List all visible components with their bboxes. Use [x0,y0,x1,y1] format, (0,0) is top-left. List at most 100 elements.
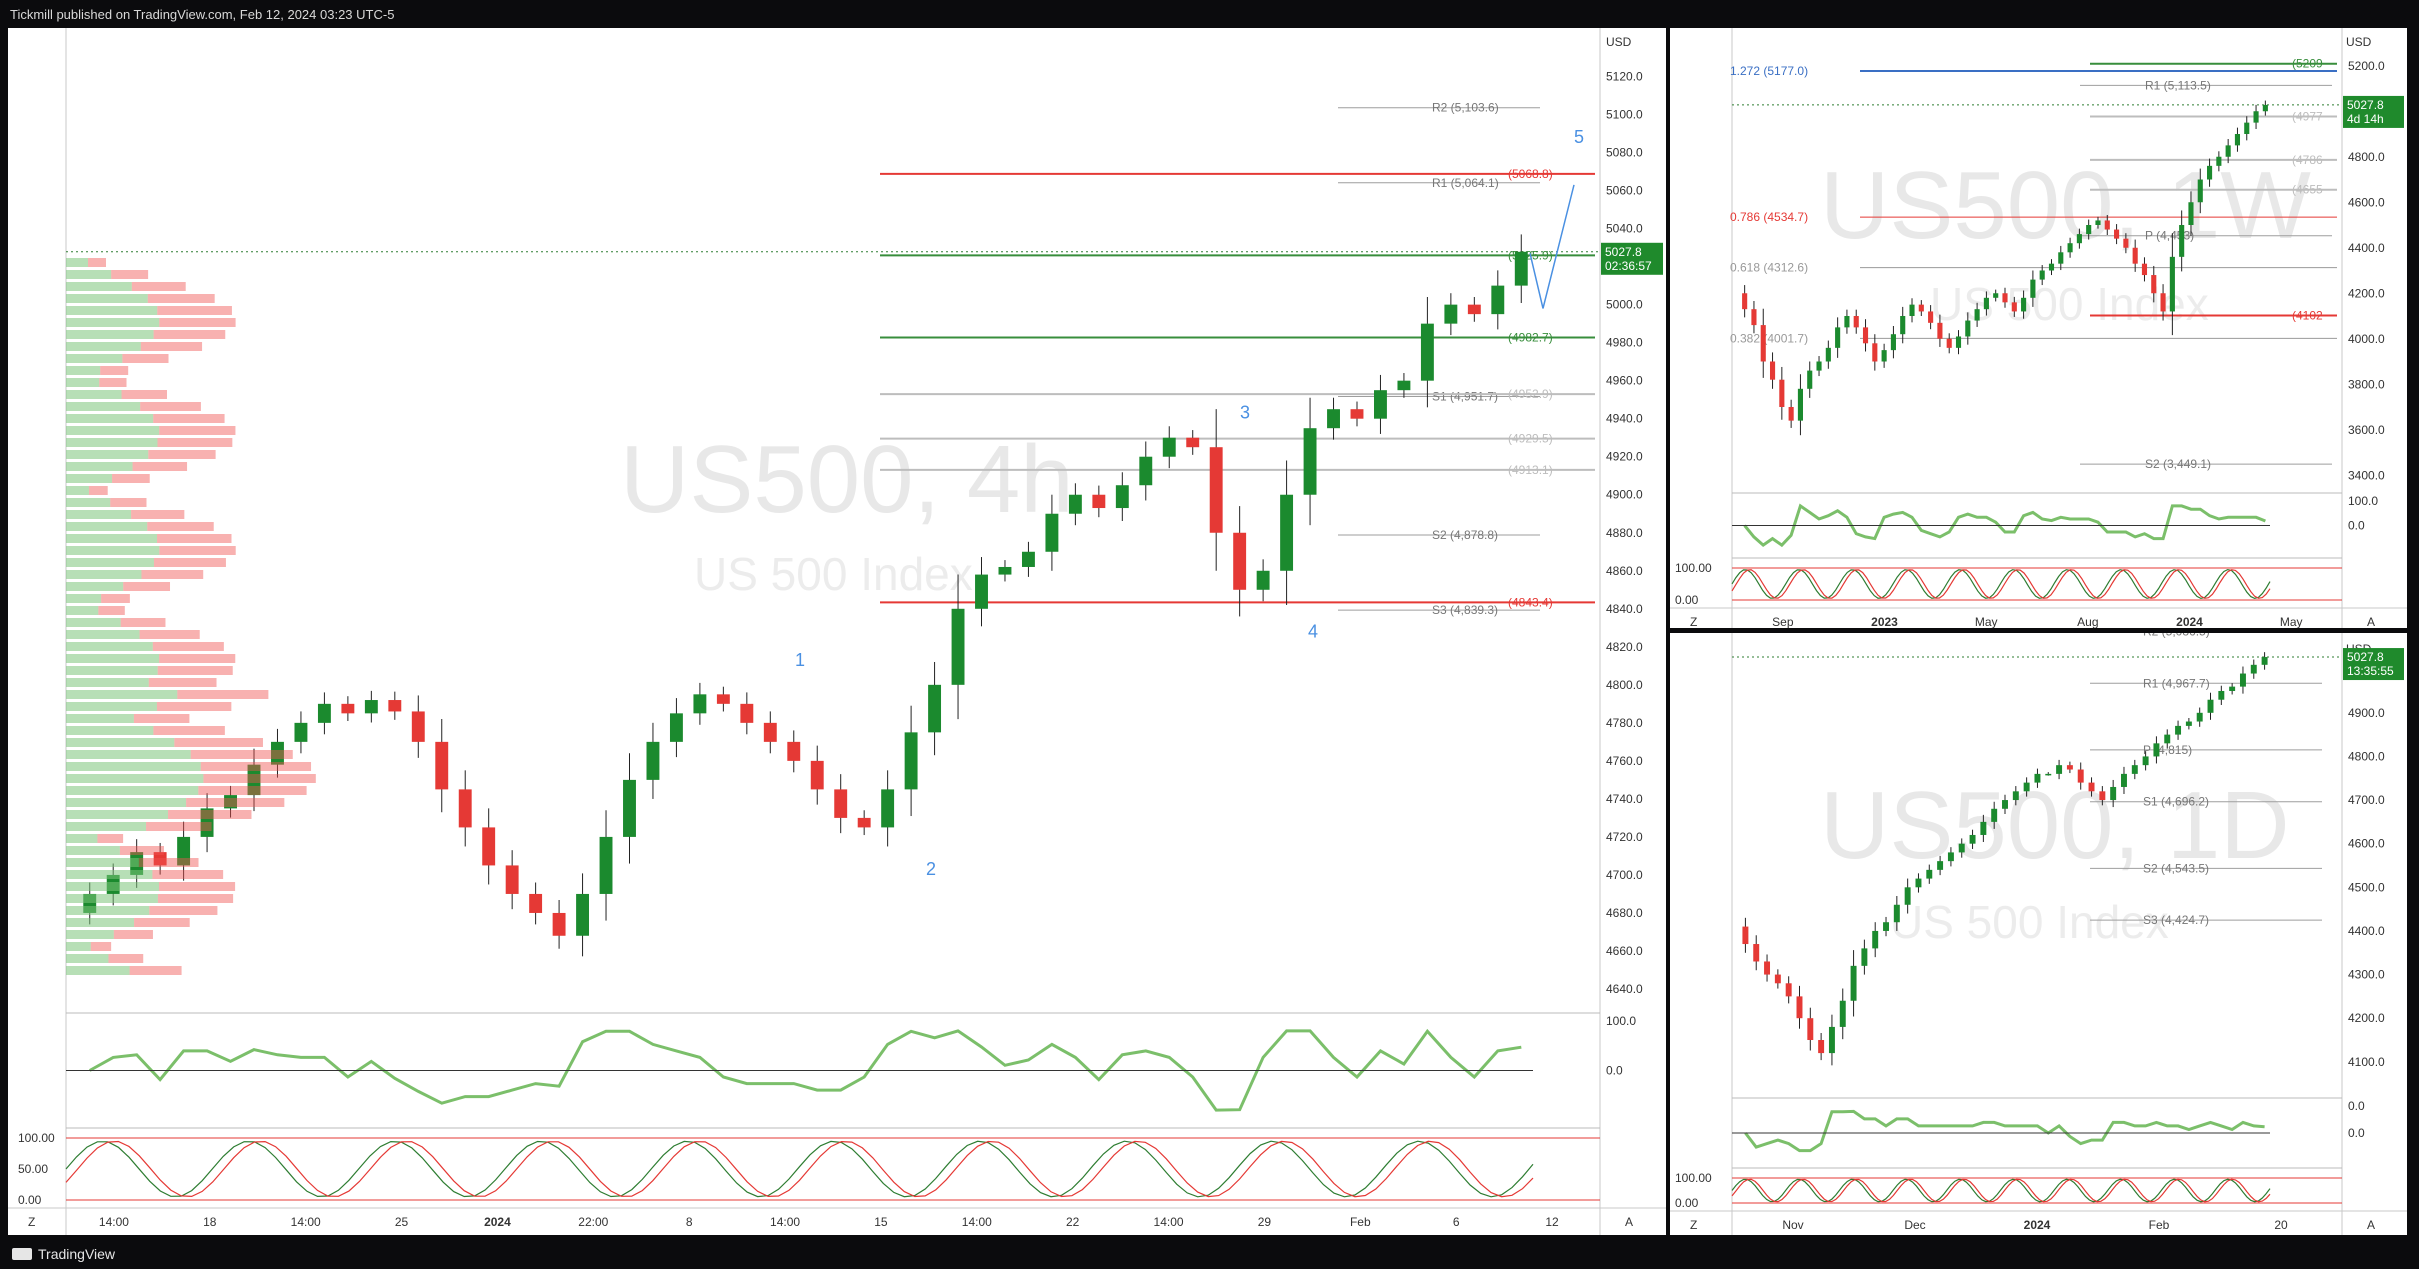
tradingview-logo[interactable]: TradingView [12,1246,115,1262]
time-axis-label: 22 [1066,1215,1080,1229]
volume-profile-bar [174,738,263,747]
price-axis-label: 4980.0 [1606,336,1643,350]
stoch-d-line [65,1140,1534,1198]
candle [2141,263,2148,276]
candle [2002,293,2008,303]
price-axis-label: 5000.0 [1606,298,1643,312]
stoch-axis-label: 50.00 [18,1162,48,1176]
volume-profile-bar [66,894,158,903]
volume-profile-bar [120,618,166,627]
volume-profile-bar [123,582,171,591]
last-price-value: 5027.8 [1605,245,1642,259]
volume-profile-bar [168,810,252,819]
time-axis-label: 29 [1258,1215,1272,1229]
candle [2207,165,2213,180]
candle [951,608,965,685]
volume-profile-bar [139,630,200,639]
zoom-button[interactable]: Z [1690,1218,1697,1232]
time-axis-label: 8 [686,1215,693,1229]
volume-profile-bar [112,474,150,483]
auto-scale-button[interactable]: A [1625,1215,1633,1229]
chart-1d-panel[interactable]: US500, 1D US 500 Index USD 4900.04800.04… [1670,633,2407,1235]
candle [341,703,355,714]
candle [1825,347,1831,362]
price-axis-label: 4680.0 [1606,906,1643,920]
fib-label: 0.786 (4534.7) [1730,210,1808,224]
candle [1974,309,1980,321]
price-axis-label: 4900.0 [1606,488,1643,502]
rsi-axis-label: 0.0 [1606,1064,1623,1078]
candle [411,711,425,742]
volume-profile-bar [66,822,147,831]
candle [1890,334,1896,351]
candle [1904,887,1911,905]
price-axis-label: 5060.0 [1606,184,1643,198]
zoom-button[interactable]: Z [28,1215,35,1229]
candle [2034,773,2041,783]
volume-profile-bar [66,942,91,951]
candle [1965,320,1971,337]
chart-4h-panel[interactable]: US500, 4h US 500 Index USD 5120.0 5100.0 5… [8,28,1666,1235]
candle [2132,247,2138,264]
volume-profile-bar [157,666,233,675]
candle [2095,220,2101,225]
candle [1514,251,1528,286]
candle [2188,202,2194,225]
candle [1397,380,1411,391]
volume-profile-bar [66,774,204,783]
candle [1186,437,1200,448]
fib-label: 0.618 (4312.6) [1730,261,1808,275]
rsi-line [1744,1109,2265,1153]
auto-scale-button[interactable]: A [2367,1218,2375,1232]
currency-label: USD [1606,35,1632,49]
candle [1115,485,1129,509]
candle [1420,323,1434,381]
price-axis-label: 4780.0 [1606,716,1643,730]
candle [1139,456,1153,486]
candle [1764,961,1771,975]
candle [2131,765,2138,774]
volume-profile-bar [88,258,106,267]
last-price-tag [2343,648,2404,681]
volume-profile-bar [101,594,130,603]
pivot-label: S1 (4,951.7) [1432,389,1498,403]
time-axis-label: 14:00 [962,1215,992,1229]
candle [2121,773,2127,787]
candle [2114,229,2120,239]
pivot-label: S3 (4,424.7) [2143,913,2209,927]
volume-profile-bar [111,270,149,279]
candle [2056,765,2063,774]
candle [2197,179,2203,203]
volume-profile-bar [66,258,88,267]
candle [224,795,237,809]
volume-profile-bar [66,486,89,495]
volume-profile-bar [159,426,236,435]
chart-4h-svg[interactable]: US500, 4h US 500 Index USD 5120.05100.05… [8,28,1666,1235]
chart-1d-svg[interactable]: US500, 1D US 500 Index USD 4900.04800.04… [1670,633,2407,1235]
volume-profile-bar [66,498,111,507]
volume-profile-bar [66,270,112,279]
volume-profile-bar [153,330,226,339]
volume-profile-bar [66,666,158,675]
volume-profile-bar [152,870,224,879]
volume-profile-bar [190,750,293,759]
candle [1807,370,1813,389]
candle [740,703,754,723]
price-axis-label: 4600.0 [2348,195,2385,209]
candle [552,912,566,936]
candle [2045,773,2052,776]
auto-scale-button[interactable]: A [2367,615,2375,628]
time-axis-label: 22:00 [578,1215,608,1229]
volume-profile-bar [66,534,158,543]
chart-1w-panel[interactable]: US500, 1W US 500 Index USD 5200.05000.04… [1670,28,2407,628]
last-price-tag [1601,242,1663,275]
zoom-button[interactable]: Z [1690,615,1697,628]
volume-profile-bar [132,462,188,471]
time-axis-label: 6 [1453,1215,1460,1229]
candle [1021,551,1035,567]
volume-profile-bar [159,318,236,327]
chart-1w-svg[interactable]: US500, 1W US 500 Index USD 5200.05000.04… [1670,28,2407,628]
level-label: (4913.1) [1508,463,1553,477]
candle [2262,104,2268,112]
candle [1045,513,1059,552]
